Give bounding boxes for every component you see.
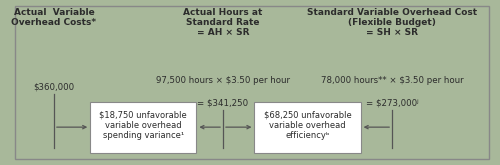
FancyBboxPatch shape bbox=[90, 102, 196, 153]
Text: = $341,250: = $341,250 bbox=[198, 99, 248, 107]
Text: 97,500 hours × $3.50 per hour: 97,500 hours × $3.50 per hour bbox=[156, 76, 290, 85]
Text: Actual Hours at
Standard Rate
= AH × SR: Actual Hours at Standard Rate = AH × SR bbox=[184, 8, 262, 37]
Text: $68,250 unfavorable
variable overhead
efficiencyᵇ: $68,250 unfavorable variable overhead ef… bbox=[264, 111, 352, 140]
Text: Standard Variable Overhead Cost
(Flexible Budget)
= SH × SR: Standard Variable Overhead Cost (Flexibl… bbox=[307, 8, 477, 37]
FancyBboxPatch shape bbox=[254, 102, 360, 153]
Text: 78,000 hours** × $3.50 per hour: 78,000 hours** × $3.50 per hour bbox=[321, 76, 464, 85]
Text: $360,000: $360,000 bbox=[34, 82, 74, 92]
Text: = $273,000ʲ: = $273,000ʲ bbox=[366, 99, 418, 107]
Text: $18,750 unfavorable
variable overhead
spending variance¹: $18,750 unfavorable variable overhead sp… bbox=[100, 111, 187, 140]
Text: Actual  Variable
Overhead Costs*: Actual Variable Overhead Costs* bbox=[12, 8, 96, 27]
